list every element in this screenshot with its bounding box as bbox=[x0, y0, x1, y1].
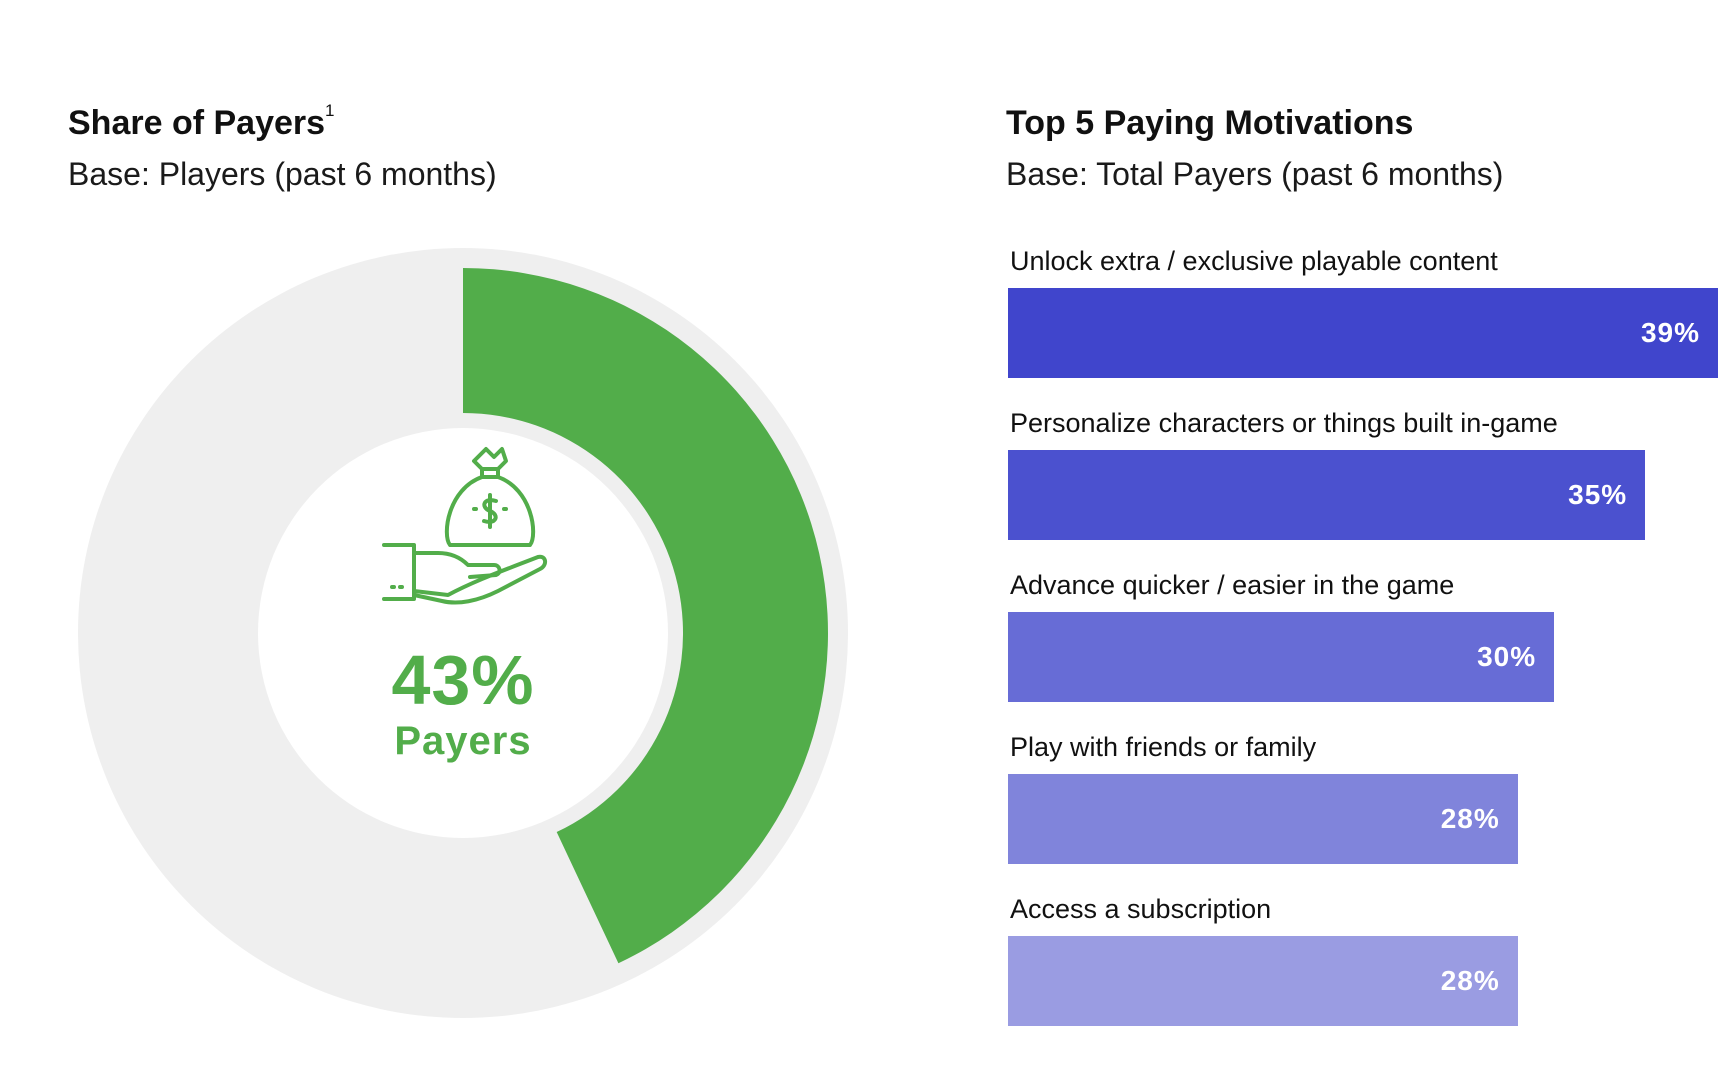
share-of-payers-title-text: Share of Payers bbox=[68, 104, 326, 142]
paying-motivations-bar-chart: Unlock extra / exclusive playable conten… bbox=[1008, 248, 1718, 1038]
bar-value-label: 28% bbox=[1440, 803, 1500, 834]
payers-slice bbox=[463, 268, 828, 964]
bar: 39% bbox=[1008, 288, 1718, 378]
bar-category-label: Unlock extra / exclusive playable conten… bbox=[1010, 246, 1498, 276]
share-of-payers-title: Share of Payers1 bbox=[68, 102, 335, 142]
bar-category-label: Advance quicker / easier in the game bbox=[1010, 570, 1455, 600]
share-of-payers-subtitle: Base: Players (past 6 months) bbox=[68, 156, 497, 192]
bar-category-label: Personalize characters or things built i… bbox=[1010, 408, 1558, 438]
donut-hole bbox=[258, 428, 668, 838]
footnote-marker: 1 bbox=[325, 101, 335, 120]
payers-label: Payers bbox=[394, 719, 532, 763]
bar-value-label: 35% bbox=[1568, 479, 1628, 510]
money-bag-hand-icon bbox=[382, 447, 547, 605]
bar-category-label: Play with friends or family bbox=[1010, 732, 1317, 762]
bar: 28% bbox=[1008, 774, 1518, 864]
bar: 28% bbox=[1008, 936, 1518, 1026]
paying-motivations-title: Top 5 Paying Motivations bbox=[1006, 104, 1414, 142]
bar-value-label: 30% bbox=[1477, 641, 1537, 672]
donut-svg bbox=[78, 248, 848, 1018]
bar-value-label: 28% bbox=[1440, 965, 1500, 996]
payers-donut-chart: 43% Payers bbox=[78, 248, 848, 1018]
donut-center: 43% Payers bbox=[78, 248, 848, 1018]
bar-value-label: 39% bbox=[1640, 317, 1700, 348]
bar: 30% bbox=[1008, 612, 1555, 702]
bar-category-label: Access a subscription bbox=[1010, 894, 1272, 924]
paying-motivations-subtitle: Base: Total Payers (past 6 months) bbox=[1006, 156, 1504, 192]
payers-percentage: 43% bbox=[391, 641, 535, 719]
bar: 35% bbox=[1008, 450, 1646, 540]
